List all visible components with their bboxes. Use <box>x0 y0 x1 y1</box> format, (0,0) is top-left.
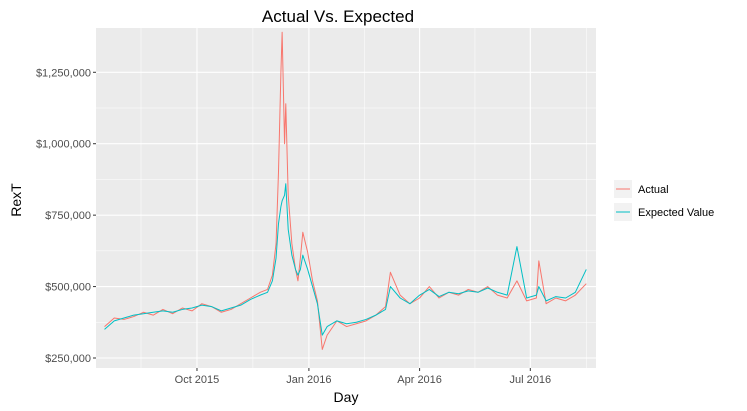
y-axis-ticks: $250,000 $500,000 $750,000 $1,000,000 $1,250… <box>36 67 96 365</box>
grid-major <box>96 28 596 368</box>
y-tick-label: $1,000,000 <box>36 139 91 151</box>
x-axis-ticks: Oct 2015 Jan 2016 Apr 2016 Jul 2016 <box>175 368 551 386</box>
legend: Actual Expected Value <box>614 180 714 221</box>
plot-panel <box>96 28 596 368</box>
series-line-expected-value <box>104 183 587 336</box>
series-layer <box>104 31 587 350</box>
legend-label-actual: Actual <box>638 184 669 196</box>
y-tick-label: $1,250,000 <box>36 67 91 79</box>
y-axis-label: RexT <box>8 183 24 217</box>
x-tick-label: Jul 2016 <box>510 374 552 386</box>
chart-title: Actual Vs. Expected <box>262 7 414 26</box>
y-tick-label: $250,000 <box>45 353 91 365</box>
series-line-actual <box>104 31 587 350</box>
x-tick-label: Jan 2016 <box>286 374 331 386</box>
y-tick-label: $750,000 <box>45 210 91 222</box>
y-tick-label: $500,000 <box>45 282 91 294</box>
x-tick-label: Oct 2015 <box>175 374 220 386</box>
x-axis-label: Day <box>334 389 359 405</box>
grid-minor <box>96 28 596 368</box>
legend-label-expected-value: Expected Value <box>638 207 714 219</box>
x-tick-label: Apr 2016 <box>397 374 442 386</box>
